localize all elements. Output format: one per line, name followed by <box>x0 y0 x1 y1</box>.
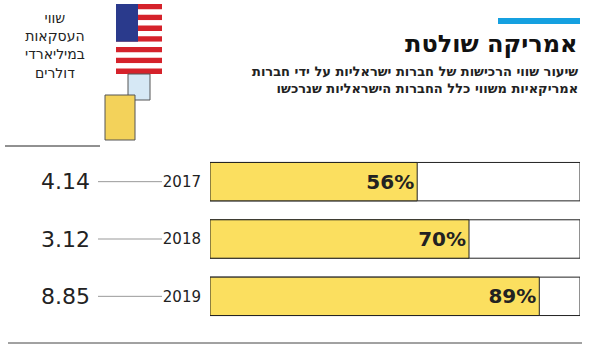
svg-text:56%: 56% <box>366 170 414 194</box>
svg-text:שוויהעסקאותבמיליארדידולרים: שוויהעסקאותבמיליארדידולרים <box>25 10 85 81</box>
svg-text:2018: 2018 <box>163 230 201 248</box>
svg-text:89%: 89% <box>488 284 536 308</box>
svg-text:8.85: 8.85 <box>41 284 90 309</box>
svg-text:70%: 70% <box>418 227 466 251</box>
svg-text:2019: 2019 <box>163 288 201 306</box>
svg-text:2017: 2017 <box>163 173 201 191</box>
svg-text:אמריקה שולטת: אמריקה שולטת <box>405 30 578 58</box>
svg-text:3.12: 3.12 <box>41 227 90 252</box>
svg-text:שיעור שווי הרכישות של חברות יש: שיעור שווי הרכישות של חברות ישראליות על … <box>252 64 578 96</box>
svg-text:4.14: 4.14 <box>41 169 90 194</box>
